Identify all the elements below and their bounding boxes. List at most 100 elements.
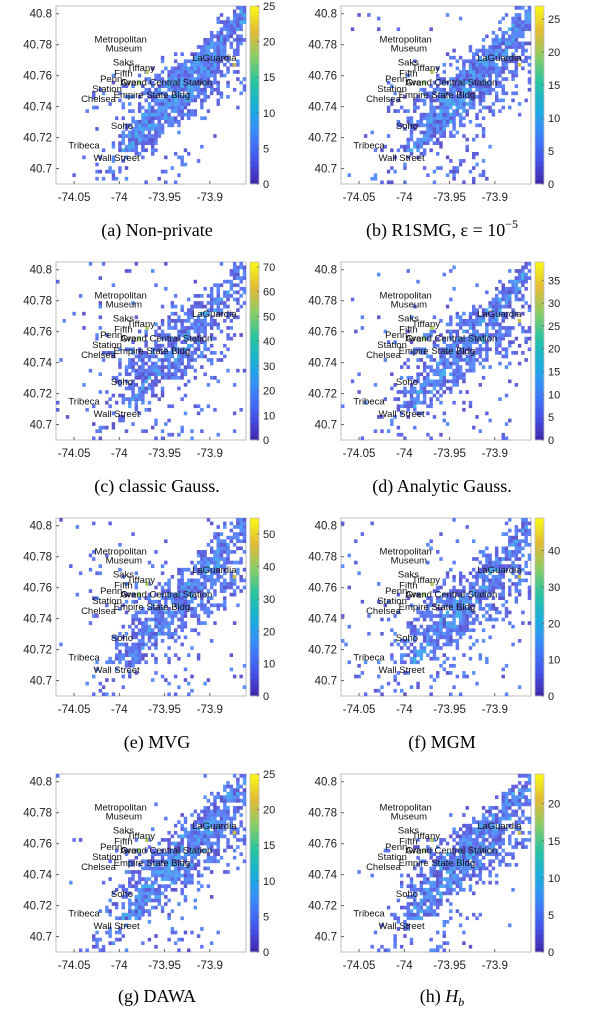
heatmap-cell — [121, 884, 125, 889]
heatmap-cell — [472, 671, 476, 675]
heatmap-cell — [521, 304, 525, 309]
heatmap-cell — [521, 326, 525, 330]
heatmap-cell — [399, 646, 404, 650]
heatmap-cell — [236, 301, 240, 305]
heatmap-cell — [432, 678, 437, 682]
heatmap-cell — [452, 116, 456, 121]
heatmap-cell — [508, 105, 512, 110]
heatmap-cell — [498, 336, 502, 341]
heatmap-cell — [151, 383, 155, 387]
heatmap-cell — [458, 73, 463, 78]
heatmap-cell — [213, 41, 217, 46]
heatmap-cell — [216, 827, 220, 832]
heatmap-cell — [406, 141, 410, 145]
heatmap-cell — [154, 329, 158, 334]
heatmap-cell — [180, 603, 184, 608]
heatmap-cell — [403, 148, 407, 153]
heatmap-cell — [216, 607, 220, 611]
heatmap-cell — [517, 574, 522, 579]
heatmap-cell — [137, 390, 142, 394]
subplot-3: MetropolitanMuseumLaGuardiaSaksTiffanyFi… — [23, 261, 275, 497]
colorbar-tick-label: 20 — [263, 626, 275, 638]
heatmap-cell — [111, 354, 116, 359]
heatmap-cell — [141, 91, 145, 96]
heatmap-cell — [157, 105, 161, 110]
heatmap-cell — [494, 318, 499, 323]
heatmap-cell — [452, 610, 456, 615]
heatmap-cell — [170, 841, 175, 846]
heatmap-cell — [419, 347, 424, 352]
heatmap-cell — [422, 639, 427, 643]
heatmap-cell — [154, 592, 158, 597]
heatmap-cell — [488, 315, 492, 320]
heatmap-cell — [183, 816, 188, 821]
colorbar-segment — [250, 81, 259, 87]
heatmap-cell — [232, 525, 237, 529]
heatmap-cell — [209, 539, 214, 544]
heatmap-cell — [108, 930, 112, 935]
heatmap-cell — [517, 41, 522, 46]
heatmap-cell — [462, 631, 466, 636]
heatmap-cell — [239, 6, 243, 10]
heatmap-cell — [458, 87, 463, 92]
heatmap-cell — [170, 432, 175, 437]
heatmap-cell — [449, 95, 453, 99]
heatmap-cell — [170, 95, 175, 99]
heatmap-cell — [219, 301, 224, 305]
heatmap-cell — [177, 73, 181, 78]
heatmap-cell — [462, 372, 466, 377]
heatmap-cell — [209, 567, 214, 572]
heatmap-cell — [426, 123, 430, 128]
heatmap-cell — [128, 916, 132, 921]
heatmap-cell — [95, 162, 99, 167]
heatmap-cell — [436, 141, 440, 145]
heatmap-cell — [121, 685, 125, 690]
heatmap-cell — [177, 848, 181, 853]
heatmap-cell — [134, 610, 139, 615]
heatmap-cell — [229, 830, 234, 835]
heatmap-cell — [465, 674, 469, 679]
heatmap-cell — [154, 148, 158, 153]
colorbar-segment — [535, 112, 544, 118]
heatmap-cell — [449, 297, 453, 302]
heatmap-cell — [511, 279, 515, 284]
heatmap-cell — [478, 318, 483, 323]
heatmap-cell — [360, 671, 365, 675]
heatmap-cell — [164, 262, 168, 266]
heatmap-cell — [517, 567, 522, 572]
heatmap-cell — [193, 66, 198, 71]
heatmap-cell — [429, 603, 433, 608]
heatmap-cell — [436, 884, 440, 889]
colorbar-segment — [250, 10, 259, 16]
heatmap-cell — [236, 838, 240, 842]
heatmap-cell — [363, 692, 368, 697]
heatmap-cell — [508, 41, 512, 46]
heatmap-cell — [167, 119, 171, 124]
colorbar-segment — [250, 293, 259, 298]
heatmap-cell — [190, 429, 194, 434]
heatmap-cell — [157, 98, 161, 103]
heatmap-cell — [141, 148, 145, 153]
heatmap-cell — [409, 151, 414, 156]
colorbar-segment — [535, 615, 544, 621]
heatmap-cell — [373, 383, 378, 387]
colorbar-segment — [535, 59, 544, 65]
heatmap-cell — [167, 404, 171, 409]
heatmap-cell — [177, 877, 181, 881]
colorbar-segment — [250, 822, 259, 828]
heatmap-cell — [521, 528, 525, 533]
heatmap-cell — [501, 550, 505, 554]
y-tick-label: 40.78 — [308, 552, 337, 564]
heatmap-cell — [203, 592, 207, 597]
heatmap-cell — [229, 23, 234, 28]
heatmap-cell — [226, 347, 230, 352]
heatmap-cell — [429, 596, 433, 601]
heatmap-cell — [449, 322, 453, 327]
heatmap-cell — [439, 631, 443, 636]
colorbar-segment — [535, 660, 544, 666]
heatmap-cell — [170, 855, 175, 860]
heatmap-cell — [472, 891, 476, 896]
heatmap-cell — [164, 870, 168, 874]
heatmap-cell — [380, 617, 384, 622]
heatmap-cell — [380, 415, 384, 419]
